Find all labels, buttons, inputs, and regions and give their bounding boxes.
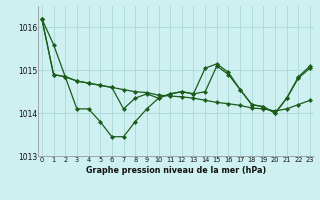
X-axis label: Graphe pression niveau de la mer (hPa): Graphe pression niveau de la mer (hPa) (86, 166, 266, 175)
